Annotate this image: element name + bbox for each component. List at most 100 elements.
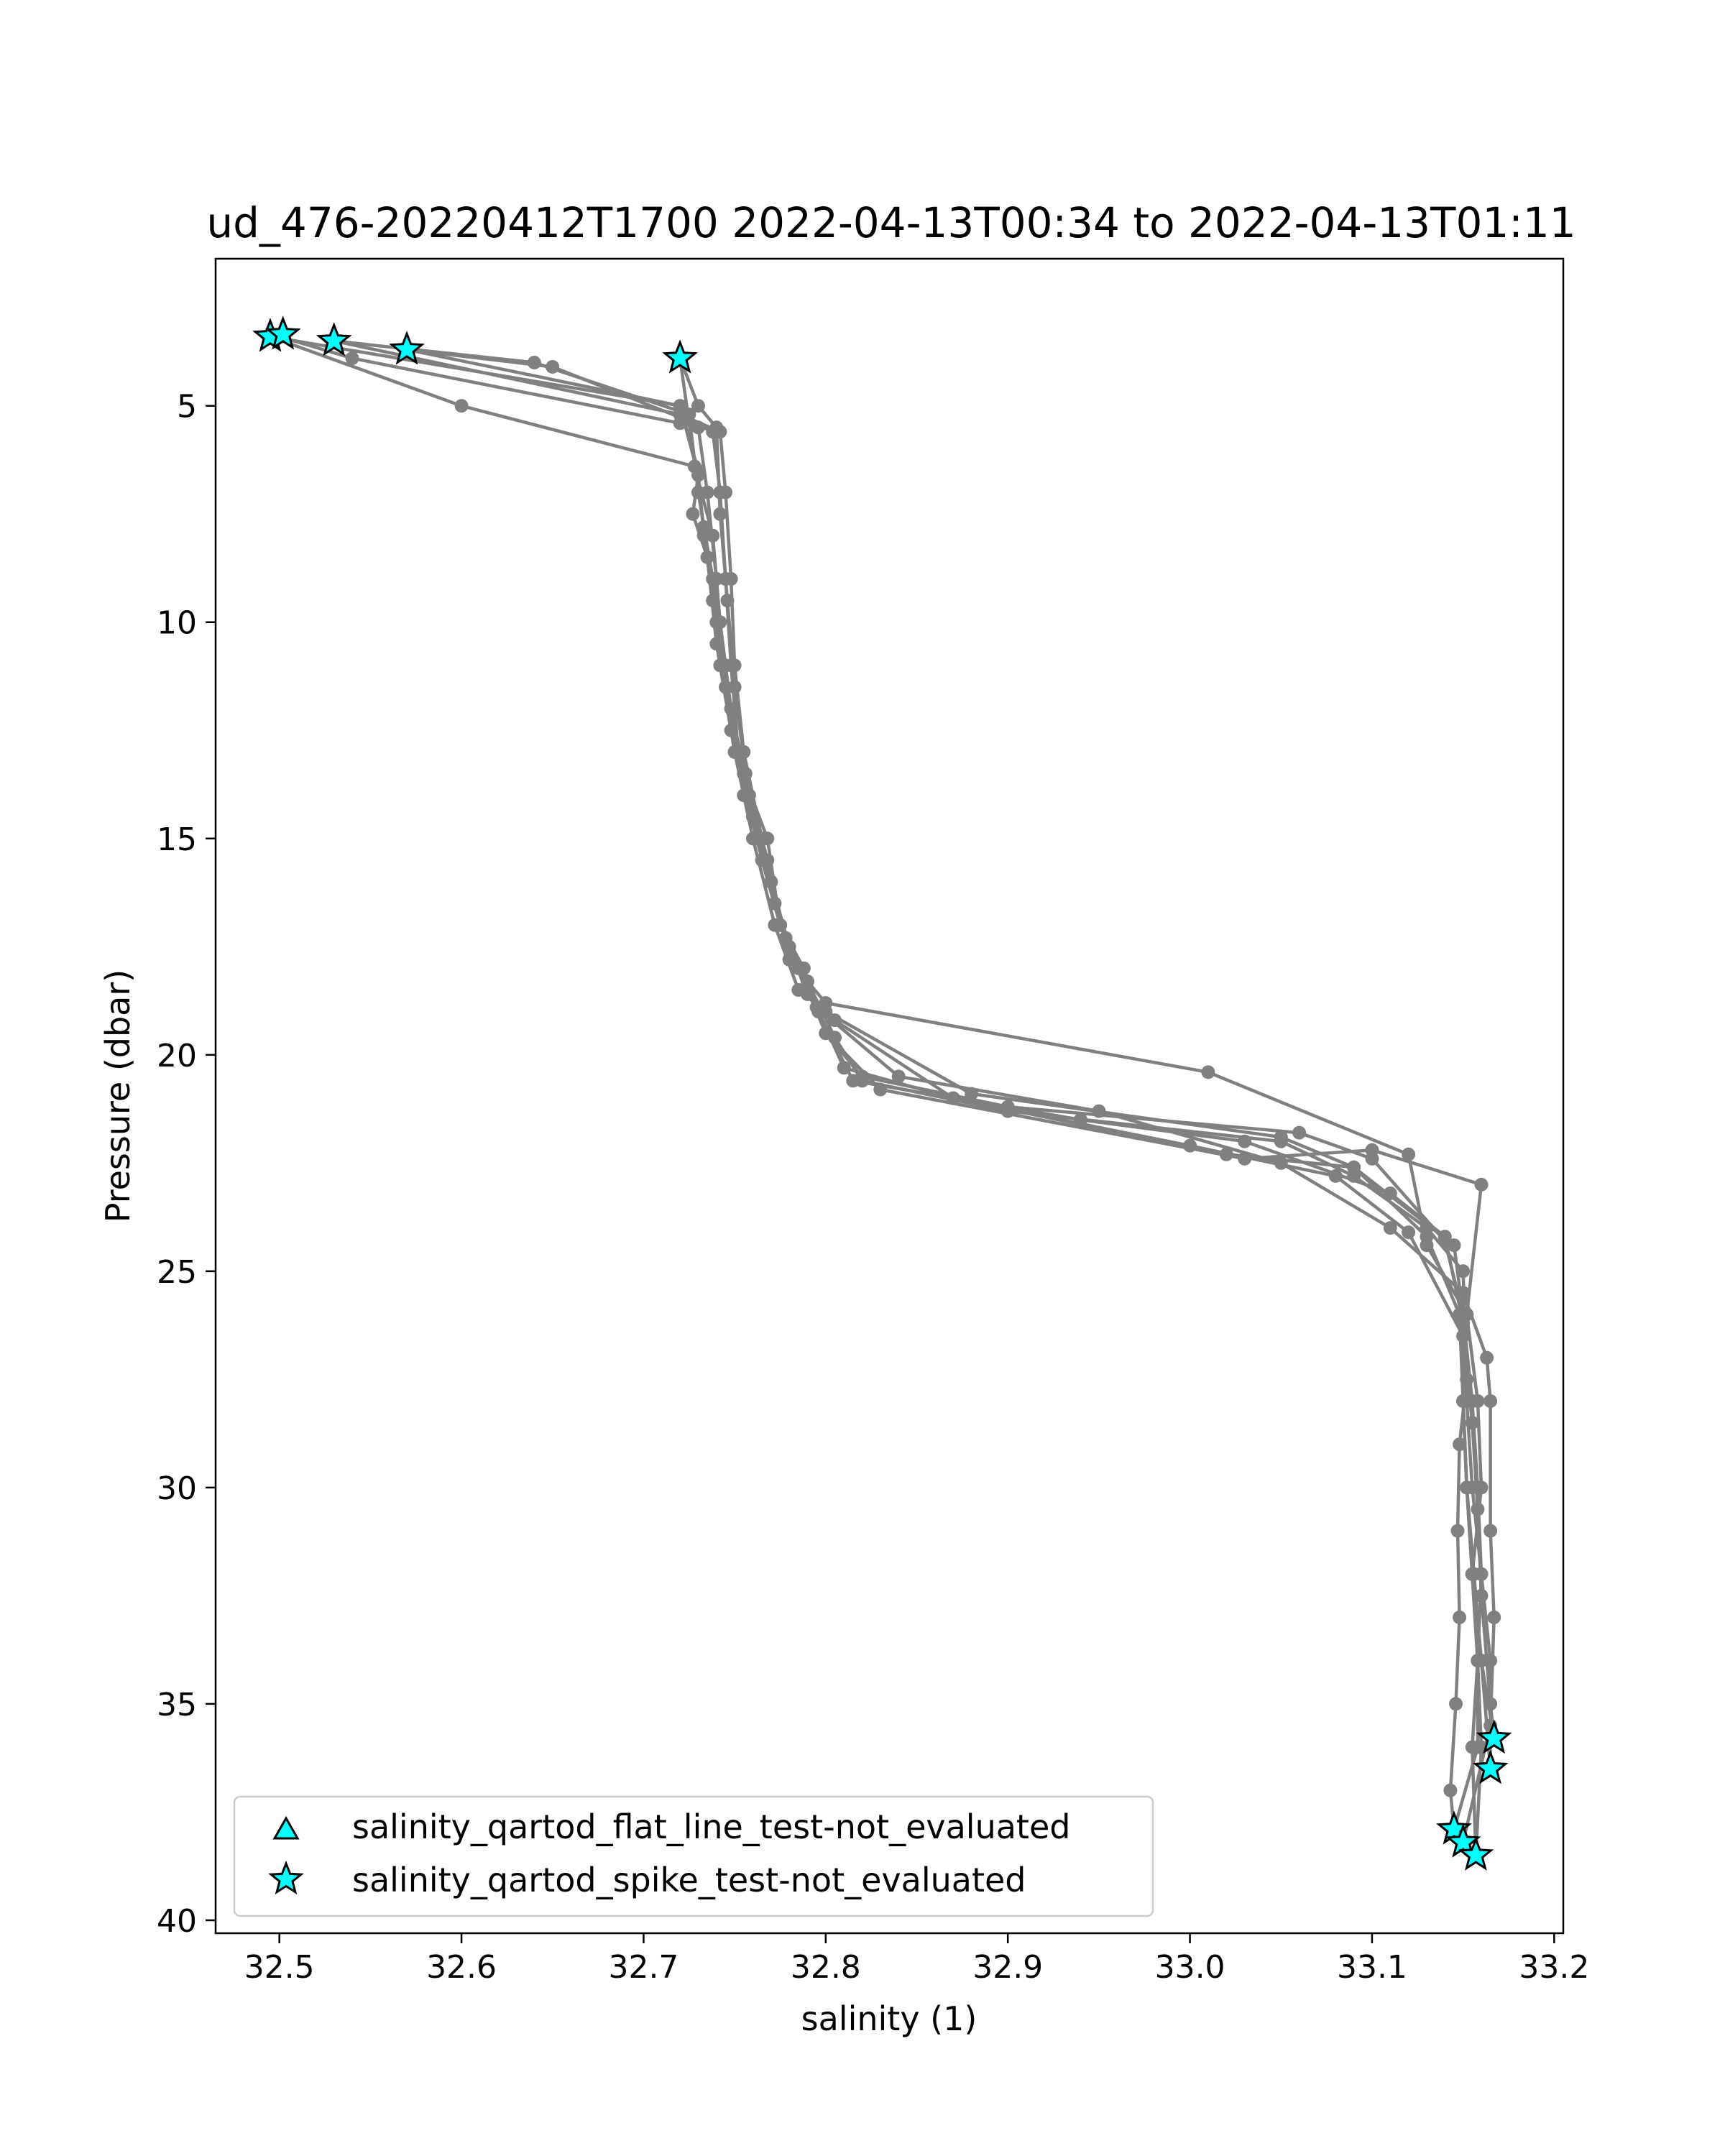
data-point-up-2-12 [768, 896, 782, 911]
data-point-down-4-15 [1474, 1480, 1489, 1495]
data-point-down-5-2 [709, 420, 724, 435]
profile-line-down-4 [270, 335, 1484, 1830]
data-point-down-3-6 [724, 658, 738, 673]
spike-test-flag-4 [662, 339, 698, 374]
data-point-down-2-15 [1456, 1329, 1471, 1343]
data-point-up-4-14 [801, 975, 814, 988]
data-point-up-2-13 [746, 810, 760, 824]
data-point-down-3-15 [1438, 1230, 1452, 1244]
data-point-up-1-18 [706, 572, 720, 586]
data-point-down-3-8 [750, 831, 763, 846]
x-tick-label-0: 32.5 [244, 1949, 315, 1986]
data-point-up-2-6 [1474, 1177, 1489, 1192]
chart-title: ud_476-20220412T1700 2022-04-13T00:34 to… [206, 198, 1576, 247]
x-tick-label-1: 32.6 [426, 1949, 497, 1986]
data-point-up-4-15 [773, 918, 787, 932]
data-point-down-4-6 [737, 788, 751, 803]
data-point-up-3-6 [1447, 1238, 1461, 1253]
data-point-up-3-9 [946, 1091, 960, 1105]
data-point-up-4-1 [1443, 1783, 1458, 1797]
data-point-down-3-1 [546, 360, 560, 374]
data-point-up-2-16 [700, 550, 714, 564]
data-point-down-1-3 [691, 420, 705, 435]
y-tick-label-7: 40 [157, 1903, 197, 1940]
y-tick-label-6: 35 [157, 1687, 197, 1723]
data-point-down-2-19 [1484, 1697, 1498, 1711]
data-point-down-2-16 [1465, 1416, 1479, 1430]
data-point-down-3-14 [1383, 1187, 1397, 1200]
y-axis-label: Pressure (dbar) [98, 969, 137, 1222]
data-point-down-4-8 [782, 952, 796, 967]
data-point-down-3-4 [713, 485, 727, 499]
data-point-up-3-4 [1456, 1394, 1471, 1408]
y-axis-ticks: 5 10 15 20 25 30 35 40 [157, 389, 216, 1940]
y-tick-label-5: 30 [157, 1470, 197, 1507]
data-point-up-4-8 [1420, 1221, 1434, 1235]
data-point-up-2-7 [1365, 1143, 1379, 1157]
data-point-down-3-13 [1238, 1134, 1252, 1148]
x-axis-ticks: 32.5 32.6 32.7 32.8 32.9 33.0 33.1 33.2 [244, 1933, 1589, 1986]
legend-entry-spike-test: salinity_qartod_spike_test-not_evaluated [352, 1861, 1026, 1899]
data-point-down-5-7 [760, 853, 775, 867]
data-point-down-2-13 [1328, 1169, 1343, 1183]
x-tick-label-7: 33.2 [1519, 1949, 1589, 1986]
spike-test-flag-1 [264, 315, 301, 350]
data-point-up-3-10 [837, 1061, 851, 1075]
data-point-down-1-1 [345, 351, 359, 365]
y-tick-label-2: 15 [157, 821, 197, 858]
x-tick-label-4: 32.9 [972, 1949, 1043, 1986]
plot-frame [214, 257, 1565, 1935]
data-point-down-5-18 [1487, 1611, 1501, 1624]
data-point-up-4-4 [1450, 1524, 1465, 1538]
data-point-down-4-18 [1471, 1740, 1485, 1754]
data-point-down-5-9 [809, 1000, 824, 1015]
plot-area [216, 259, 1563, 1933]
data-point-up-4-20 [696, 520, 711, 534]
data-point-up-4-9 [1347, 1169, 1361, 1183]
data-point-up-4-2 [1449, 1697, 1463, 1711]
x-tick-label-2: 32.7 [608, 1949, 678, 1986]
data-point-down-4-17 [1471, 1654, 1485, 1668]
x-tick-label-3: 32.8 [791, 1949, 861, 1986]
data-point-down-2-12 [1183, 1138, 1197, 1153]
data-point-down-5-12 [1274, 1156, 1288, 1170]
data-point-up-2-9 [873, 1082, 888, 1097]
data-point-down-3-7 [731, 745, 745, 759]
data-point-up-4-3 [1453, 1611, 1467, 1624]
data-point-down-4-3 [706, 528, 720, 543]
data-point-down-2-14 [1402, 1225, 1416, 1240]
data-point-down-3-5 [719, 572, 732, 586]
data-point-up-2-14 [724, 723, 738, 737]
data-point-down-4-10 [1201, 1065, 1215, 1079]
y-tick-label-0: 5 [177, 389, 197, 425]
data-point-down-1-12 [965, 1087, 978, 1101]
legend-box [233, 1795, 1154, 1917]
data-point-down-5-14 [1456, 1286, 1471, 1300]
spike-test-flag-5 [1476, 1719, 1512, 1754]
data-point-down-5-5 [727, 680, 742, 694]
legend-star-marker [268, 1860, 304, 1895]
data-point-down-5-17 [1484, 1524, 1498, 1538]
data-point-up-4-5 [1453, 1437, 1467, 1452]
data-point-up-4-7 [1456, 1264, 1471, 1279]
data-point-down-5-8 [778, 931, 793, 945]
data-point-down-5-4 [720, 594, 735, 608]
spike-test-flag-2 [316, 322, 352, 356]
y-tick-label-1: 10 [157, 605, 197, 642]
data-point-up-4-6 [1460, 1372, 1474, 1386]
data-point-down-4-1 [454, 399, 469, 413]
data-point-up-4-10 [1274, 1134, 1288, 1148]
data-point-up-2-8 [1238, 1151, 1252, 1166]
data-point-down-4-14 [1471, 1394, 1485, 1408]
legend-triangle-marker [272, 1815, 300, 1840]
x-axis-label: salinity (1) [801, 1999, 978, 2038]
x-tick-label-5: 33.0 [1155, 1949, 1225, 1986]
data-point-up-3-19 [673, 399, 687, 413]
data-point-down-5-10 [891, 1069, 906, 1084]
data-point-down-5-16 [1484, 1394, 1498, 1408]
legend-entry-flat-line-test: salinity_qartod_flat_line_test-not_evalu… [352, 1807, 1070, 1846]
data-point-down-4-4 [713, 615, 727, 630]
data-point-down-5-11 [1092, 1104, 1106, 1118]
